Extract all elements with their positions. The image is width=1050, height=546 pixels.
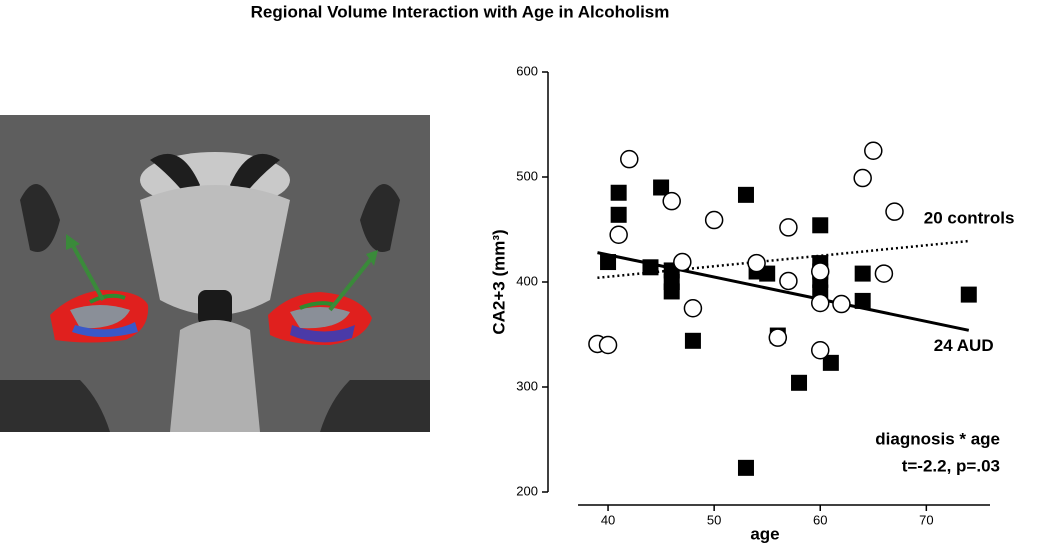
annotation: t=-2.2, p=.03 [902, 456, 1000, 475]
data-point [885, 202, 904, 221]
y-tick-label: 500 [516, 168, 538, 183]
data-point [620, 149, 639, 169]
mri-image [0, 115, 430, 432]
y-tick-label: 300 [516, 378, 538, 393]
annotation: diagnosis * age [875, 429, 1000, 448]
data-point [779, 271, 798, 291]
data-point [642, 259, 659, 276]
y-tick-label: 200 [516, 483, 538, 498]
data-point [810, 262, 830, 281]
x-axis-title: age [750, 524, 779, 543]
data-point [854, 292, 871, 309]
data-point [663, 283, 680, 300]
data-point [853, 168, 872, 188]
data-point [768, 328, 788, 347]
data-point [960, 286, 977, 303]
data-point [810, 341, 830, 360]
data-point [864, 141, 883, 160]
x-tick-label: 50 [707, 512, 721, 527]
x-tick-label: 60 [813, 512, 827, 527]
data-point [673, 252, 692, 272]
fit-line [597, 251, 970, 332]
data-point [683, 299, 703, 318]
data-point [684, 332, 701, 349]
data-point [737, 459, 754, 476]
x-tick-label: 70 [919, 512, 933, 527]
data-point [653, 179, 670, 196]
data-point [747, 253, 766, 273]
data-point [832, 294, 851, 314]
data-point [779, 218, 798, 237]
data-point [854, 265, 871, 282]
data-point [610, 206, 627, 223]
data-point [812, 217, 829, 234]
data-point [791, 374, 808, 391]
data-point [737, 186, 754, 203]
data-point [610, 184, 627, 201]
series-label: 24 AUD [934, 336, 994, 355]
y-tick-label: 600 [516, 63, 538, 78]
x-tick-label: 40 [601, 512, 615, 527]
data-point [598, 335, 618, 355]
data-point [822, 354, 839, 371]
y-axis-title: CA2+3 (mm³) [489, 229, 508, 334]
y-tick-label: 400 [516, 273, 538, 288]
data-point [704, 210, 724, 230]
data-point [810, 293, 830, 313]
data-point [609, 225, 628, 244]
data-point [600, 254, 617, 271]
data-point [874, 264, 894, 283]
series-label: 20 controls [924, 209, 1015, 228]
chart-title: Regional Volume Interaction with Age in … [251, 2, 670, 21]
data-point [662, 191, 681, 211]
fit-line [597, 239, 969, 280]
